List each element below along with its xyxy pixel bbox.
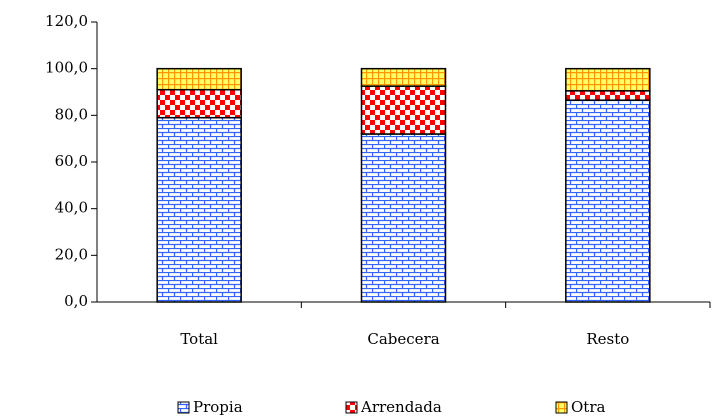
y-tick-label: 120,0	[45, 12, 88, 30]
y-tick-label: 100,0	[45, 59, 88, 77]
legend-label: Arrendada	[360, 398, 442, 416]
bar-segment	[156, 67, 242, 91]
legend-swatch	[345, 401, 358, 414]
y-tick-label: 20,0	[55, 245, 88, 263]
x-tick-label: Total	[180, 330, 218, 348]
y-tick-label: 40,0	[55, 199, 88, 217]
bar-segment	[360, 67, 447, 87]
bar-segment	[565, 90, 651, 101]
legend-label: Propia	[193, 398, 243, 416]
y-tick-label: 0,0	[64, 292, 88, 310]
y-tick-label: 60,0	[55, 152, 88, 170]
y-tick-label: 80,0	[55, 105, 88, 123]
x-tick-label: Cabecera	[367, 330, 439, 348]
bar-segment	[360, 133, 447, 303]
bar-segment	[360, 85, 447, 135]
x-tick-label: Resto	[586, 330, 629, 348]
legend-swatch	[555, 401, 568, 414]
bar-segment	[565, 67, 651, 92]
bar-segment	[156, 116, 242, 303]
legend-label: Otra	[571, 398, 605, 416]
legend-swatch	[177, 401, 190, 414]
bar-segment	[565, 99, 651, 303]
bar-segment	[156, 88, 242, 119]
